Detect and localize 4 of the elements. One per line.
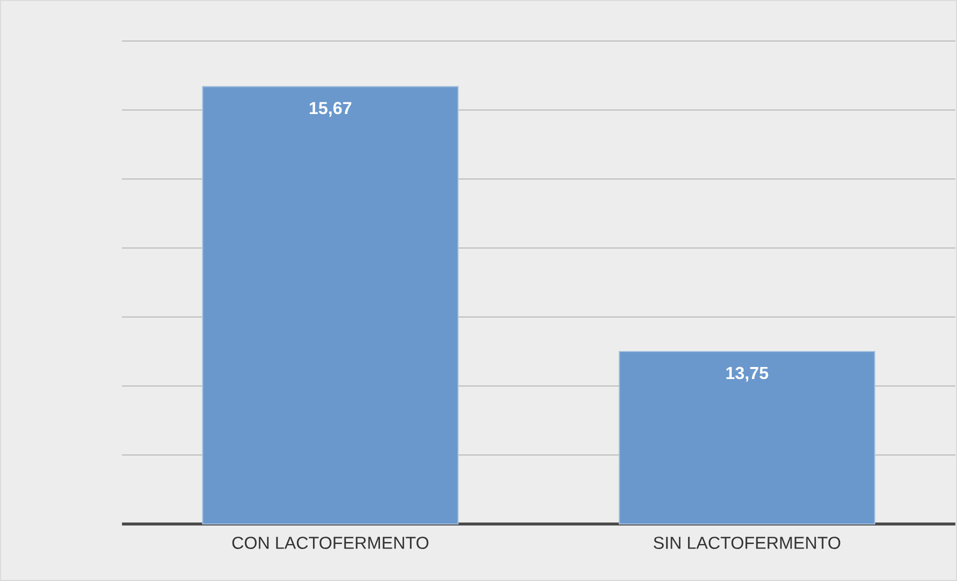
x-tick-label: CON LACTOFERMENTO	[232, 536, 428, 549]
data-label: 13,75	[726, 366, 768, 382]
x-tick-label: SIN LACTOFERMENTO	[654, 536, 840, 549]
data-label: 15,67	[310, 102, 352, 117]
